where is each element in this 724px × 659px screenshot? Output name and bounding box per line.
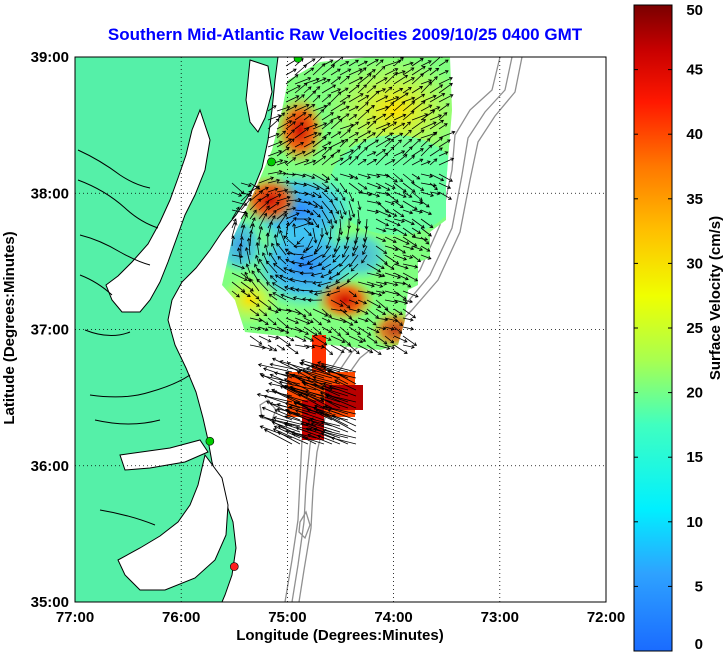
radar-stations (205, 57, 303, 571)
velocity-vectors (231, 57, 456, 445)
colorbar-tick-label: 30 (686, 255, 703, 272)
colorbar-tick-label: 50 (686, 2, 703, 19)
colorbar-tick-label: 20 (686, 385, 703, 402)
y-axis-label: Latitude (Degrees:Minutes) (1, 231, 18, 424)
y-tick-label: 36:00 (31, 458, 69, 475)
albemarle-sound (119, 439, 209, 471)
chesapeake-bay (105, 108, 211, 313)
x-tick-label: 74:00 (374, 609, 412, 626)
station-marker (205, 436, 215, 446)
station-marker (267, 157, 276, 167)
colorbar-tick-label: 25 (686, 320, 703, 337)
chart-title: Southern Mid-Atlantic Raw Velocities 200… (108, 25, 583, 44)
x-tick-label: 77:00 (56, 609, 94, 626)
colorbar-tick-label: 10 (686, 514, 703, 531)
colorbar (633, 4, 673, 652)
y-tick-label: 39:00 (31, 49, 69, 66)
colorbar-tick-label: 15 (686, 449, 703, 466)
rivers (77, 149, 191, 526)
colorbar-label: Surface Velocity (cm/s) (707, 216, 724, 380)
station-marker (293, 57, 303, 63)
x-tick-label: 72:00 (587, 609, 625, 626)
colorbar-tick-label: 45 (686, 62, 703, 79)
colorbar-tick-label: 0 (695, 636, 703, 653)
pamlico-sound (117, 453, 229, 591)
y-tick-labels: 39:00 38:00 37:00 36:00 35:00 (31, 49, 69, 611)
x-tick-labels: 77:00 76:00 75:00 74:00 73:00 72:00 (56, 609, 625, 626)
plot-frame (74, 56, 607, 603)
x-tick-label: 75:00 (268, 609, 306, 626)
colorbar-tick-label: 5 (695, 578, 703, 595)
station-marker (230, 562, 239, 571)
y-tick-label: 35:00 (31, 594, 69, 611)
colorbar-tick-label: 40 (686, 126, 703, 143)
map-grid (75, 57, 606, 602)
y-tick-label: 37:00 (31, 322, 69, 339)
x-tick-label: 76:00 (162, 609, 200, 626)
x-axis-label: Longitude (Degrees:Minutes) (236, 627, 444, 644)
y-tick-label: 38:00 (31, 185, 69, 202)
delaware-bay (245, 59, 273, 133)
colorbar-ticks: 0 5 10 15 20 25 30 35 40 45 50 (634, 2, 703, 653)
x-tick-label: 73:00 (481, 609, 519, 626)
colorbar-tick-label: 35 (686, 191, 703, 208)
